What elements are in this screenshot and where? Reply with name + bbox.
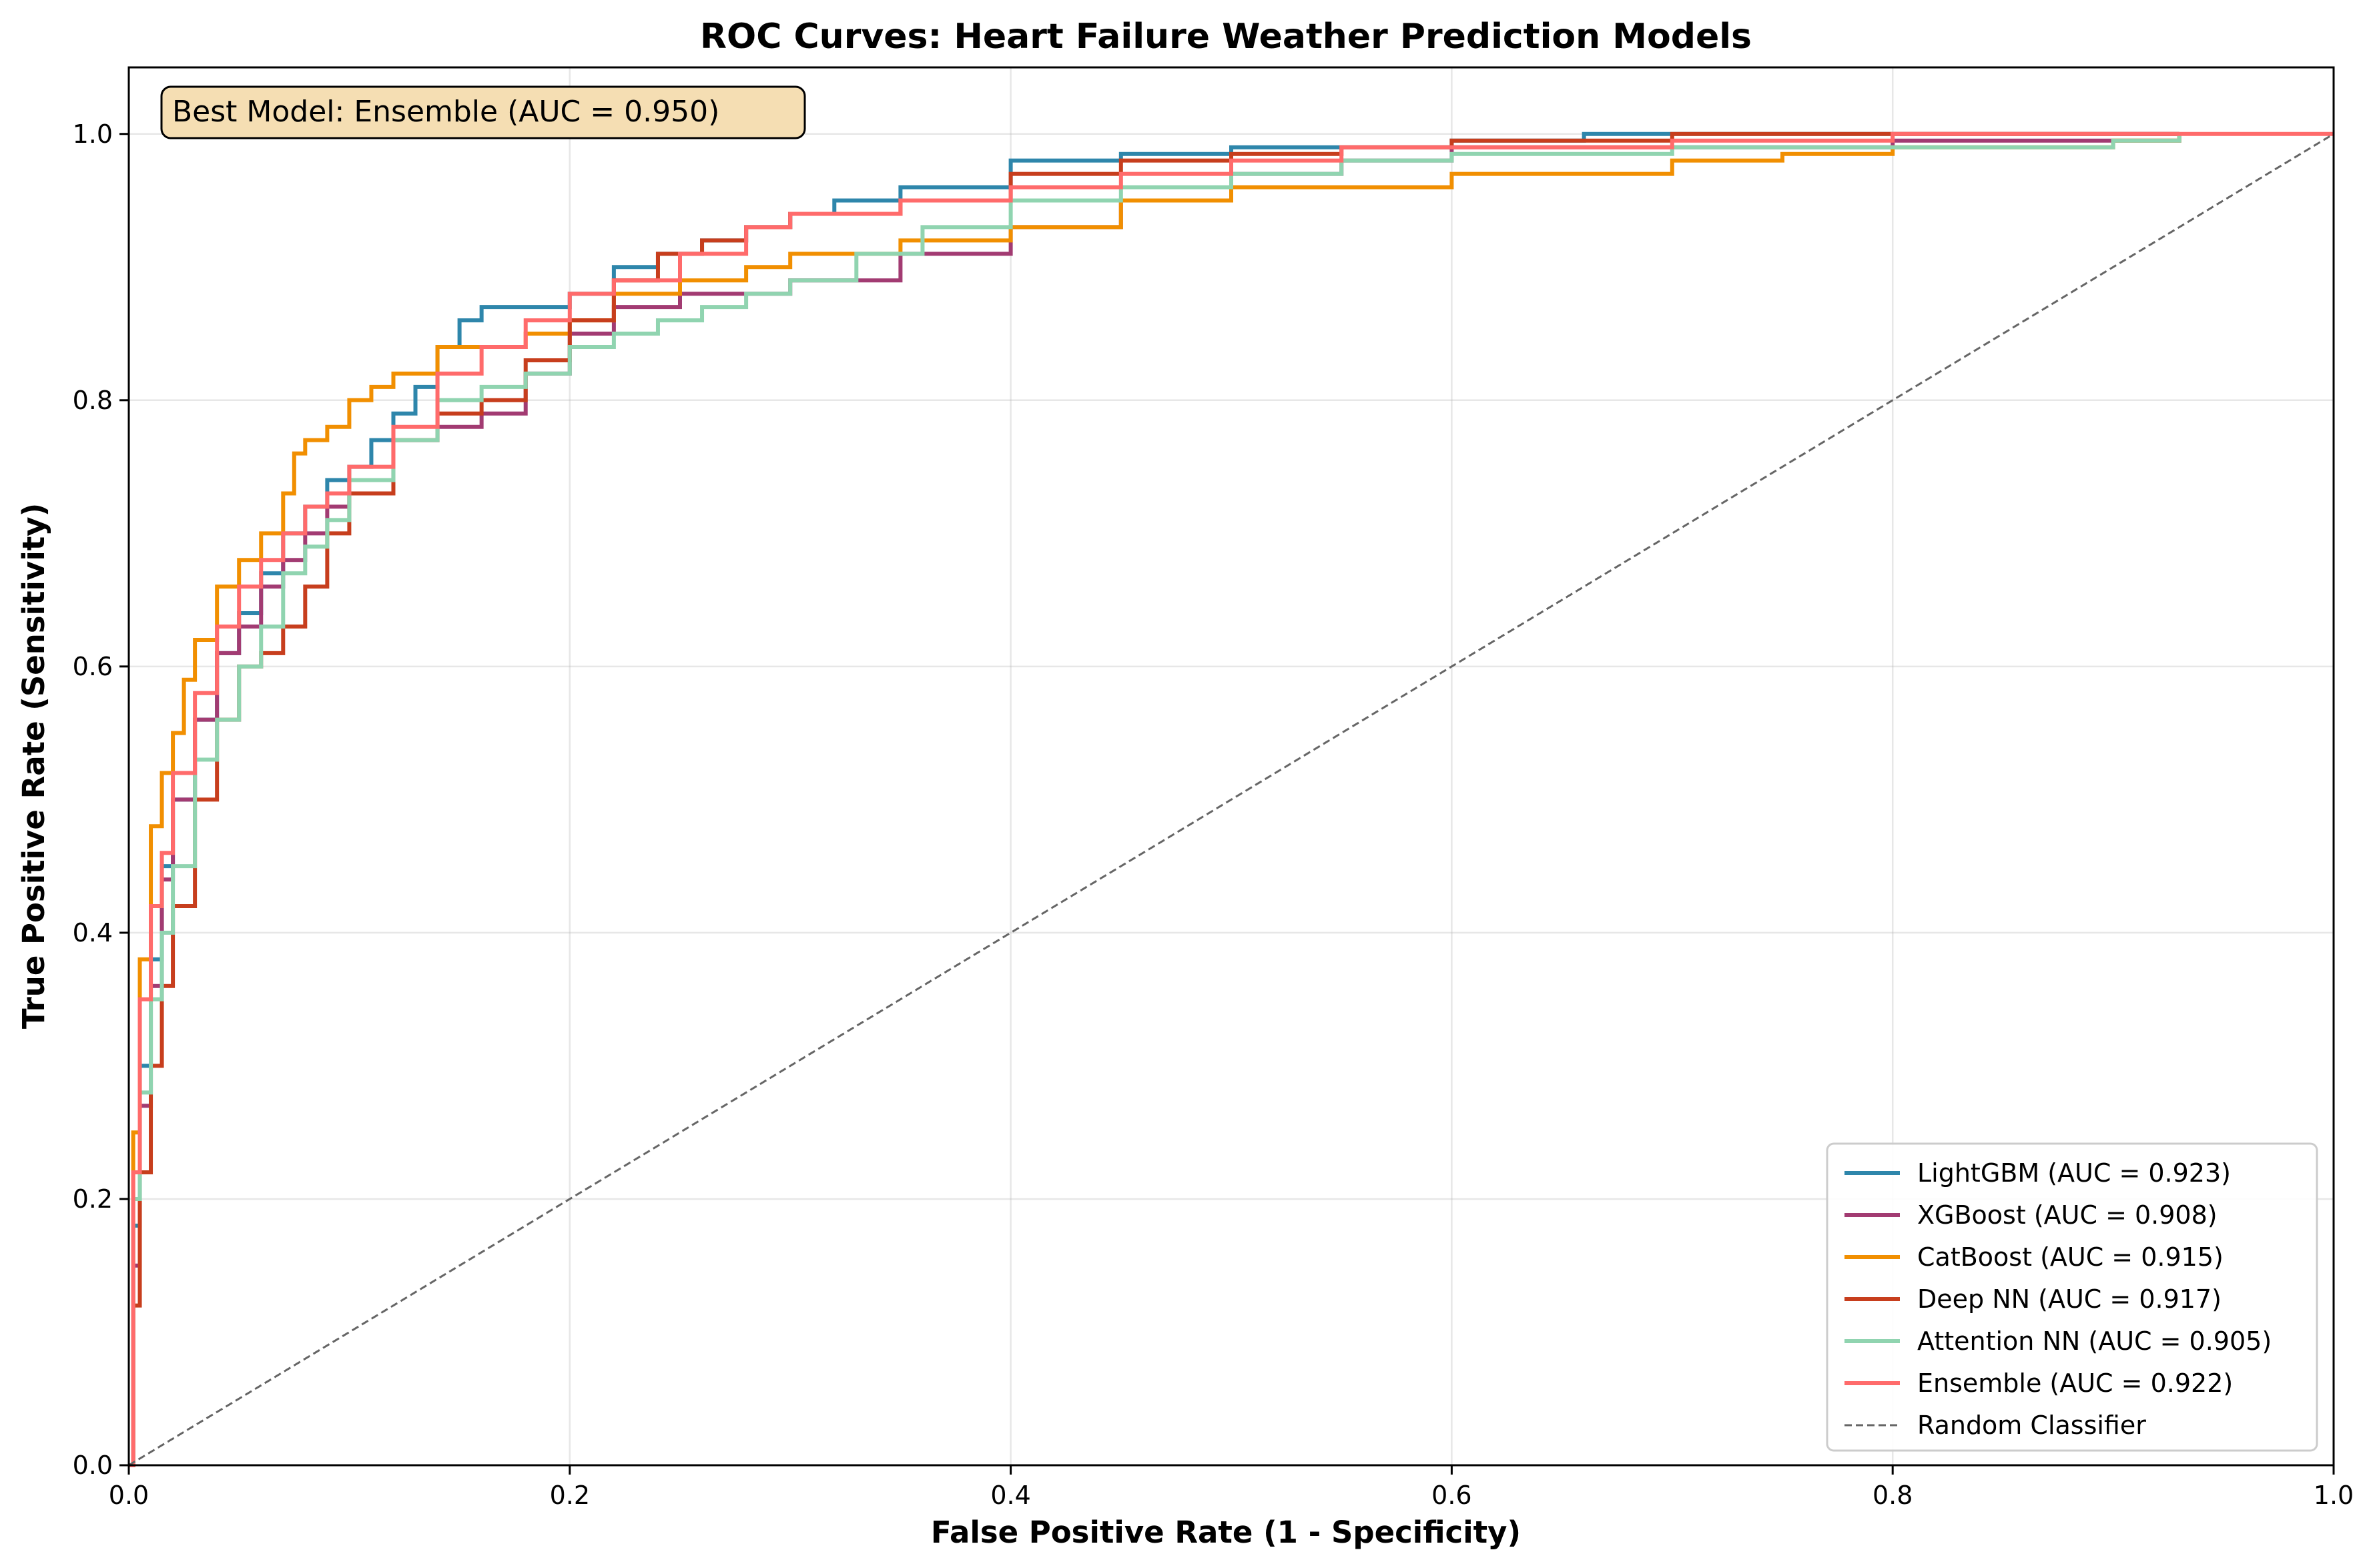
legend-label-catboost: CatBoost (AUC = 0.915) bbox=[1917, 1242, 2224, 1272]
roc-curves bbox=[128, 131, 2334, 1467]
legend-label-lightgbm: LightGBM (AUC = 0.923) bbox=[1917, 1158, 2231, 1188]
legend-label-deep-nn: Deep NN (AUC = 0.917) bbox=[1917, 1284, 2222, 1314]
y-tick-label: 0.2 bbox=[73, 1184, 113, 1214]
legend-label-attention-nn: Attention NN (AUC = 0.905) bbox=[1917, 1326, 2272, 1356]
curve-random-classifier bbox=[128, 133, 2334, 1467]
curve-catboost bbox=[129, 133, 2181, 1467]
x-tick-label: 0.4 bbox=[990, 1481, 1030, 1510]
y-tick-label: 0.4 bbox=[73, 918, 113, 947]
chart-title: ROC Curves: Heart Failure Weather Predic… bbox=[700, 17, 1752, 57]
x-tick-label: 0.2 bbox=[550, 1481, 590, 1510]
y-tick-label: 0.0 bbox=[73, 1451, 113, 1480]
y-tick-label: 0.8 bbox=[73, 386, 113, 415]
y-tick-label: 1.0 bbox=[73, 119, 113, 149]
x-tick-label: 0.8 bbox=[1873, 1481, 1913, 1510]
x-tick-label: 1.0 bbox=[2314, 1481, 2354, 1510]
legend-box bbox=[1826, 1142, 2318, 1452]
y-tick-label: 0.6 bbox=[73, 652, 113, 681]
legend-label-random-classifier: Random Classifier bbox=[1917, 1411, 2146, 1440]
annotation-box bbox=[160, 85, 806, 139]
curve-deep-nn bbox=[129, 131, 2179, 1467]
plot-frame bbox=[127, 66, 2335, 1467]
x-tick-label: 0.0 bbox=[109, 1481, 149, 1510]
legend-label-ensemble: Ensemble (AUC = 0.922) bbox=[1917, 1368, 2233, 1398]
x-tick-label: 0.6 bbox=[1431, 1481, 1471, 1510]
axis-ticks: 0.0 0.2 0.4 0.6 0.8 1.0 0.0 0.2 0.4 0.6 0.8 1.0 bbox=[73, 119, 2354, 1510]
best-model-annotation: Best Model: Ensemble (AUC = 0.950) bbox=[160, 85, 806, 139]
x-axis-label: False Positive Rate (1 - Specificity) bbox=[931, 1515, 1521, 1550]
legend-label-xgboost: XGBoost (AUC = 0.908) bbox=[1917, 1200, 2218, 1230]
legend: LightGBM (AUC = 0.923) XGBoost (AUC = 0.9… bbox=[1826, 1142, 2318, 1452]
grid bbox=[127, 67, 2335, 1467]
y-axis-label: True Positive Rate (Sensitivity) bbox=[16, 503, 51, 1029]
curve-attention-nn bbox=[129, 133, 2181, 1467]
annotation-text: Best Model: Ensemble (AUC = 0.950) bbox=[172, 95, 719, 129]
curve-ensemble bbox=[129, 131, 2334, 1467]
